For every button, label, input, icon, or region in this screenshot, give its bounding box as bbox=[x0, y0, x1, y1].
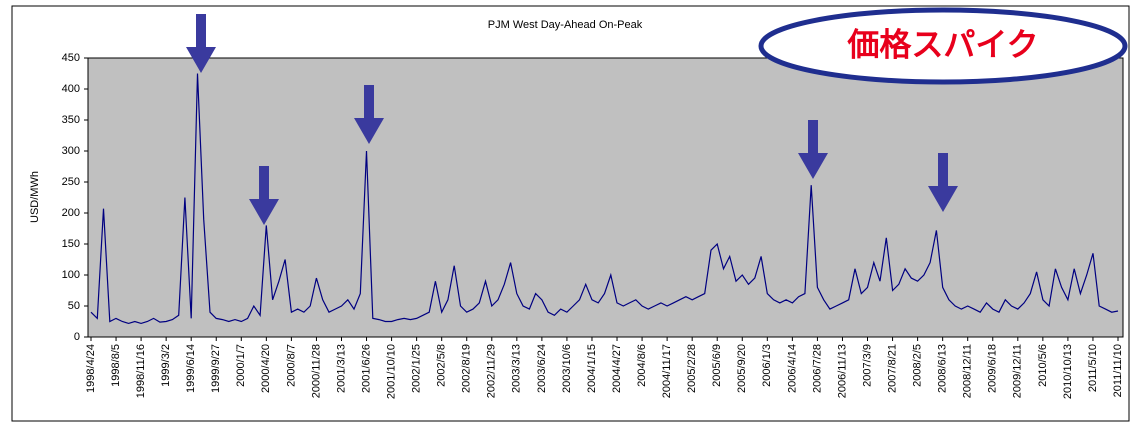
x-tick-label: 2009/6/18 bbox=[987, 344, 999, 393]
y-tick-label: 150 bbox=[62, 238, 80, 250]
x-tick-label: 1999/9/27 bbox=[210, 344, 222, 393]
x-tick-label: 2005/2/28 bbox=[686, 344, 698, 393]
x-tick-label: 2004/1/15 bbox=[586, 344, 598, 393]
x-tick-label: 1998/8/5 bbox=[110, 344, 122, 387]
x-tick-label: 2004/4/27 bbox=[611, 344, 623, 393]
x-tick-label: 2010/10/13 bbox=[1062, 344, 1074, 399]
x-tick-label: 2002/8/19 bbox=[461, 344, 473, 393]
x-tick-label: 2001/3/13 bbox=[335, 344, 347, 393]
x-tick-label: 2006/7/28 bbox=[811, 344, 823, 393]
y-tick-label: 0 bbox=[74, 331, 80, 343]
y-tick-label: 400 bbox=[62, 83, 80, 95]
x-tick-label: 2001/6/26 bbox=[360, 344, 372, 393]
arrows bbox=[186, 14, 958, 225]
y-tick-label: 50 bbox=[68, 300, 80, 312]
x-tick-label: 1998/4/24 bbox=[85, 344, 97, 393]
y-tick-label: 250 bbox=[62, 176, 80, 188]
arrow bbox=[249, 166, 279, 225]
x-tick-label: 2002/11/29 bbox=[486, 344, 498, 398]
x-tick-label: 2002/1/25 bbox=[411, 344, 423, 393]
y-tick-label: 200 bbox=[62, 207, 80, 219]
x-tick-label: 2007/8/21 bbox=[886, 344, 898, 393]
x-tick-label: 2006/11/13 bbox=[836, 344, 848, 398]
y-tick-label: 450 bbox=[62, 52, 80, 64]
plot-background bbox=[87, 57, 1124, 338]
x-tick-label: 1999/3/2 bbox=[160, 344, 172, 387]
x-tick-label: 2004/11/17 bbox=[661, 344, 673, 398]
annotation-text: 価格スパイク bbox=[846, 26, 1038, 62]
y-tick-label: 350 bbox=[62, 114, 80, 126]
x-tick-label: 2005/6/9 bbox=[711, 344, 723, 387]
y-axis-label: USD/MWh bbox=[29, 171, 41, 223]
x-tick-label: 2011/11/10 bbox=[1112, 344, 1124, 397]
x-tick-label: 2008/2/5 bbox=[912, 344, 924, 387]
line-series bbox=[90, 73, 1119, 325]
x-tick-label: 2002/5/8 bbox=[436, 344, 448, 387]
arrow bbox=[798, 120, 828, 179]
x-tick-label: 2009/12/11 bbox=[1012, 344, 1024, 398]
chart-title: PJM West Day-Ahead On-Peak bbox=[488, 19, 643, 31]
x-tick-label: 1999/6/14 bbox=[185, 344, 197, 393]
y-tick-label: 300 bbox=[62, 145, 80, 157]
x-tick-label: 2006/4/14 bbox=[786, 344, 798, 393]
x-tick-label: 2005/9/20 bbox=[736, 344, 748, 393]
x-tick-label: 2000/4/20 bbox=[260, 344, 272, 393]
x-tick-label: 2004/8/6 bbox=[636, 344, 648, 387]
x-tick-label: 2000/1/7 bbox=[235, 344, 247, 387]
arrow bbox=[354, 85, 384, 144]
annotation-ellipse bbox=[758, 7, 1128, 85]
x-tick-label: 2008/6/13 bbox=[937, 344, 949, 393]
x-tick-label: 2003/6/24 bbox=[536, 344, 548, 393]
x-tick-label: 2003/3/13 bbox=[511, 344, 523, 393]
y-tick-label: 100 bbox=[62, 269, 80, 281]
x-tick-label: 1998/11/16 bbox=[135, 344, 147, 398]
plot-area: 0 50 100 150 200 250 300 350 400 450 1998/4/24 1998… bbox=[62, 52, 1124, 399]
x-tick-label: 2003/10/6 bbox=[561, 344, 573, 393]
arrow bbox=[928, 153, 958, 212]
x-tick-label: 2007/3/9 bbox=[861, 344, 873, 387]
x-tick-label: 2008/12/11 bbox=[962, 344, 974, 398]
x-tick-label: 2001/10/10 bbox=[385, 344, 397, 399]
x-tick-label: 2000/11/28 bbox=[310, 344, 322, 398]
x-tick-label: 2010/5/6 bbox=[1037, 344, 1049, 387]
x-tick-label: 2006/1/3 bbox=[761, 344, 773, 387]
arrow bbox=[186, 14, 216, 73]
x-tick-label: 2011/5/10 bbox=[1087, 344, 1099, 392]
x-tick-label: 2000/8/7 bbox=[285, 344, 297, 387]
